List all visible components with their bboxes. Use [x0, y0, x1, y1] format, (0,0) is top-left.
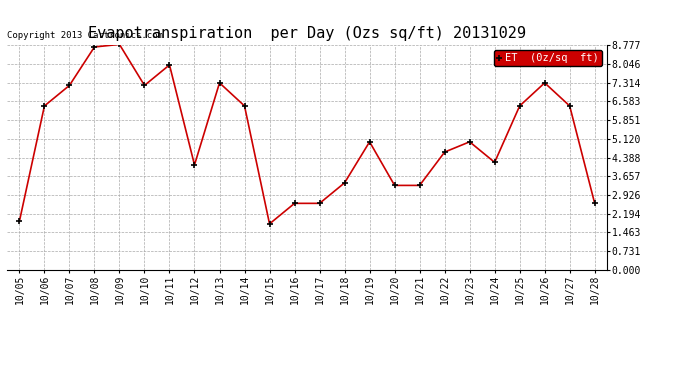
ET  (0z/sq  ft) — [466, 140, 474, 144]
ET  (0z/sq  ft) — [15, 219, 23, 224]
ET  (0z/sq  ft) — [566, 104, 574, 108]
ET  (0z/sq  ft) — [166, 63, 174, 67]
ET  (0z/sq  ft) — [240, 104, 248, 108]
ET  (0z/sq  ft) — [515, 104, 524, 108]
ET  (0z/sq  ft) — [266, 222, 274, 226]
ET  (0z/sq  ft) — [391, 183, 399, 188]
ET  (0z/sq  ft) — [90, 45, 99, 49]
ET  (0z/sq  ft) — [215, 81, 224, 85]
ET  (0z/sq  ft) — [415, 183, 424, 188]
ET  (0z/sq  ft) — [140, 83, 148, 88]
Legend: ET  (0z/sq  ft): ET (0z/sq ft) — [493, 50, 602, 66]
Title: Evapotranspiration  per Day (Ozs sq/ft) 20131029: Evapotranspiration per Day (Ozs sq/ft) 2… — [88, 26, 526, 41]
ET  (0z/sq  ft) — [591, 201, 599, 206]
ET  (0z/sq  ft) — [491, 160, 499, 165]
ET  (0z/sq  ft) — [340, 181, 348, 185]
ET  (0z/sq  ft) — [315, 201, 324, 206]
ET  (0z/sq  ft) — [366, 140, 374, 144]
Line: ET  (0z/sq  ft): ET (0z/sq ft) — [16, 41, 598, 227]
ET  (0z/sq  ft) — [440, 150, 449, 154]
ET  (0z/sq  ft) — [290, 201, 299, 206]
ET  (0z/sq  ft) — [115, 42, 124, 46]
Text: Copyright 2013 Cartronics.com: Copyright 2013 Cartronics.com — [7, 32, 163, 40]
ET  (0z/sq  ft) — [190, 163, 199, 167]
ET  (0z/sq  ft) — [540, 81, 549, 85]
ET  (0z/sq  ft) — [40, 104, 48, 108]
ET  (0z/sq  ft) — [66, 83, 74, 88]
